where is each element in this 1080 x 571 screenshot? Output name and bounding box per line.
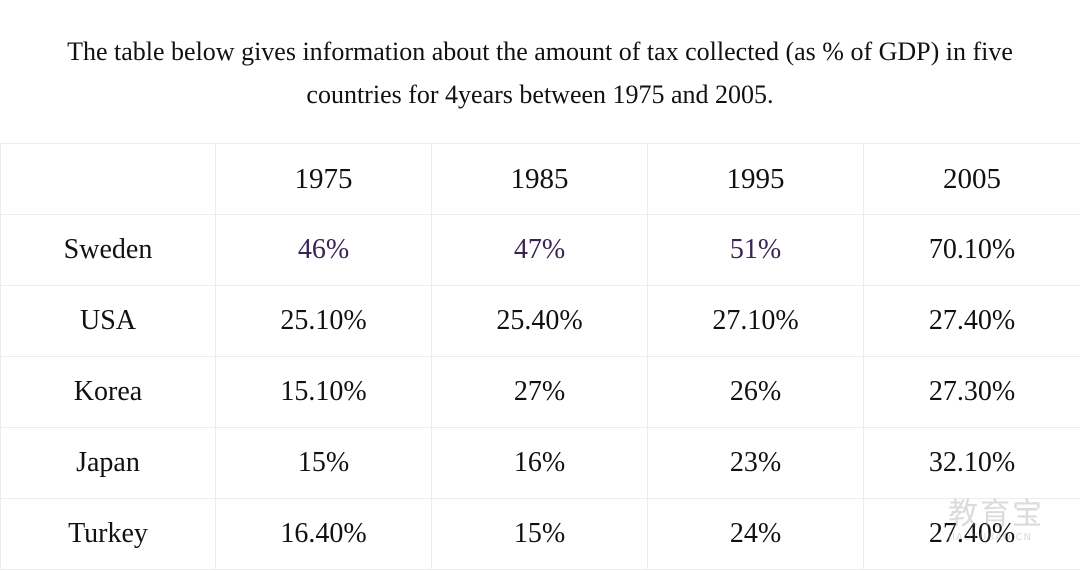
column-header-2005: 2005 [863,143,1080,215]
table-cell: 23% [647,427,864,499]
table-cell: 16.40% [215,498,432,570]
caption-line-2: countries for 4years between 1975 and 20… [306,80,774,109]
table-caption: The table below gives information about … [0,30,1080,116]
table-cell: 15% [431,498,648,570]
table-cell: 27.10% [647,285,864,357]
table-cell: 24% [647,498,864,570]
table-cell: 26% [647,356,864,428]
table-cell: 27% [431,356,648,428]
table-cell: 27.40% [863,285,1080,357]
table-cell: 15% [215,427,432,499]
row-header-turkey: Turkey [0,498,216,570]
table-cell: 32.10% [863,427,1080,499]
table-cell: 70.10% [863,214,1080,286]
table-row: Sweden 46% 47% 51% 70.10% [0,214,1080,286]
row-header-usa: USA [0,285,216,357]
row-header-japan: Japan [0,427,216,499]
table-cell: 51% [647,214,864,286]
table-cell: 25.40% [431,285,648,357]
tax-table: 1975 1985 1995 2005 Sweden 46% 47% 51% 7… [0,143,1080,570]
table-row: USA 25.10% 25.40% 27.10% 27.40% [0,285,1080,357]
column-header-1995: 1995 [647,143,864,215]
column-header-1975: 1975 [215,143,432,215]
corner-cell [0,143,216,215]
table-row: Turkey 16.40% 15% 24% 27.40% [0,498,1080,570]
column-header-1985: 1985 [431,143,648,215]
row-header-sweden: Sweden [0,214,216,286]
table-cell: 15.10% [215,356,432,428]
header-row: 1975 1985 1995 2005 [0,143,1080,215]
table-row: Japan 15% 16% 23% 32.10% [0,427,1080,499]
table-row: Korea 15.10% 27% 26% 27.30% [0,356,1080,428]
table-cell: 27.40% [863,498,1080,570]
table-cell: 27.30% [863,356,1080,428]
table-cell: 46% [215,214,432,286]
table-cell: 25.10% [215,285,432,357]
table-cell: 47% [431,214,648,286]
table-cell: 16% [431,427,648,499]
row-header-korea: Korea [0,356,216,428]
caption-line-1: The table below gives information about … [67,37,1013,66]
